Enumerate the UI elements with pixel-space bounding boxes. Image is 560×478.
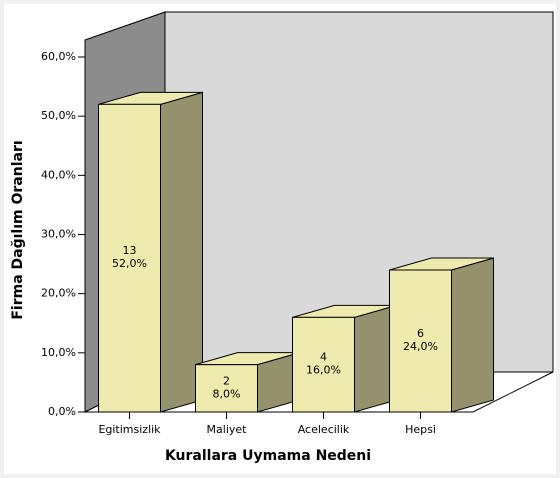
- y-tick-label: 20,0%: [41, 287, 76, 300]
- x-tick-label: Acelecilik: [298, 423, 350, 436]
- x-tick-label: Hepsi: [405, 423, 436, 436]
- count-label: 2: [223, 374, 230, 387]
- value-label: 16,0%: [306, 364, 341, 377]
- count-label: 4: [320, 351, 327, 364]
- value-label: 24,0%: [403, 340, 438, 353]
- bar: [389, 269, 452, 413]
- y-tick-label: 30,0%: [41, 228, 76, 241]
- y-tick-label: 0,0%: [48, 405, 76, 418]
- y-tick-label: 60,0%: [41, 50, 76, 63]
- y-tick-label: 10,0%: [41, 346, 76, 359]
- bar: [292, 316, 355, 413]
- y-tick-label: 40,0%: [41, 168, 76, 181]
- bar: [98, 103, 161, 413]
- x-axis-title: Kurallara Uymama Nedeni: [165, 448, 371, 464]
- count-label: 6: [417, 327, 424, 340]
- value-label: 8,0%: [213, 387, 241, 400]
- count-label: 13: [123, 244, 137, 257]
- x-tick-label: Egitimsizlik: [98, 423, 161, 436]
- y-axis-title: Firma Dağılım Oranları: [10, 140, 26, 319]
- y-tick-label: 50,0%: [41, 109, 76, 122]
- value-label: 52,0%: [112, 257, 147, 270]
- bar-side: [451, 257, 494, 413]
- x-tick-label: Maliyet: [207, 423, 248, 436]
